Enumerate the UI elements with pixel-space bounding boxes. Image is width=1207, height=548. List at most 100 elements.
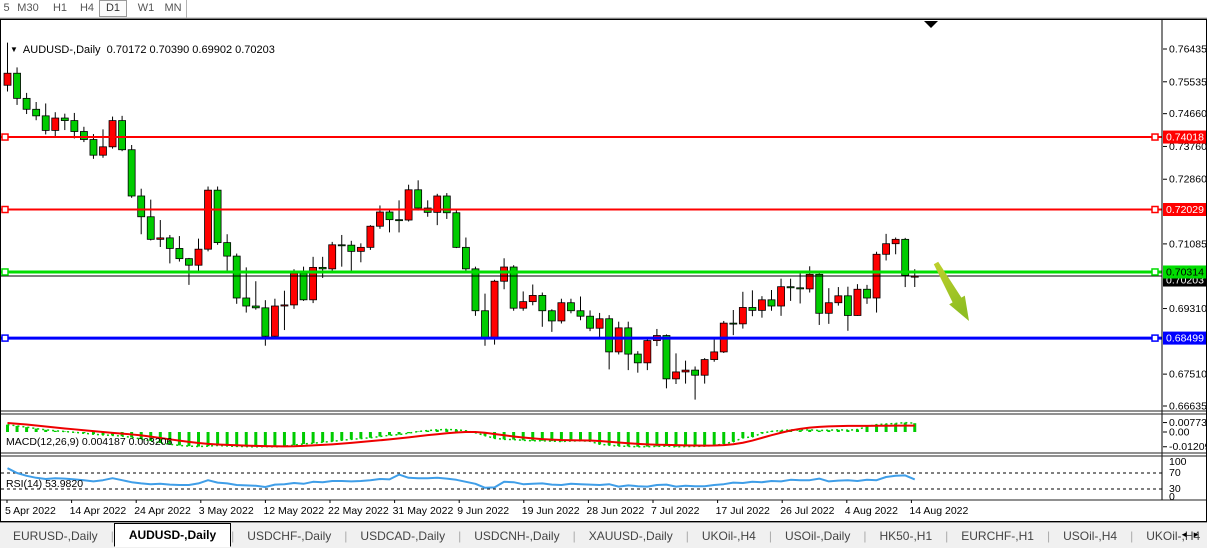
hline-level-0.74018[interactable]	[1, 133, 1162, 141]
svg-text:0.72029: 0.72029	[1166, 204, 1204, 216]
svg-text:0.68499: 0.68499	[1166, 333, 1204, 345]
svg-text:9 Jun 2022: 9 Jun 2022	[457, 505, 509, 517]
svg-text:0.67510: 0.67510	[1169, 369, 1207, 381]
svg-text:14 Aug 2022: 14 Aug 2022	[909, 505, 968, 517]
price-axis[interactable]: 0.76435 0.75535 0.74660 0.73760 0.72860 0.710…	[1161, 20, 1207, 500]
svg-text:14 Apr 2022: 14 Apr 2022	[70, 505, 127, 517]
svg-text:30: 30	[1169, 483, 1181, 495]
timeframe-button-h1[interactable]: H1	[52, 2, 68, 14]
tab-separator: |	[945, 529, 949, 543]
svg-text:0.73760: 0.73760	[1169, 141, 1207, 153]
tab-usdcad-daily[interactable]: USDCAD-,Daily	[360, 529, 446, 543]
rsi-line	[7, 467, 916, 489]
tab-separator: |	[1046, 529, 1051, 543]
svg-text:4 Aug 2022: 4 Aug 2022	[845, 505, 898, 517]
price-badge-0.70314: 0.70314	[1163, 265, 1207, 279]
price-badge-0.72029: 0.72029	[1163, 203, 1207, 217]
timeframe-button-d1[interactable]: D1	[99, 0, 127, 17]
svg-text:0.75535: 0.75535	[1169, 76, 1207, 88]
hline-handle-left[interactable]	[1, 268, 9, 276]
hline-handle-left[interactable]	[1, 133, 9, 141]
tab-usoil-daily[interactable]: USOil-,Daily	[784, 529, 851, 543]
svg-text:0.00: 0.00	[1169, 427, 1190, 439]
candles-layer[interactable]	[3, 42, 919, 400]
svg-text:7 Jul 2022: 7 Jul 2022	[651, 505, 700, 517]
svg-text:19 Jun 2022: 19 Jun 2022	[522, 505, 580, 517]
hline-handle-left[interactable]	[1, 205, 9, 214]
tab-xauusd-daily[interactable]: XAUUSD-,Daily	[588, 529, 673, 543]
chevron-down-icon[interactable]: ▼	[10, 45, 18, 54]
svg-text:100: 100	[1169, 456, 1187, 468]
macd-indicator-label: MACD(12,26,9) 0.004187 0.003206	[6, 436, 173, 448]
ohlc-readout: 0.70172 0.70390 0.69902 0.70203	[106, 44, 275, 56]
hline-handle-right[interactable]	[1151, 268, 1159, 276]
svg-text:0.69310: 0.69310	[1169, 303, 1207, 315]
tab-usdchf-daily[interactable]: USDCHF-,Daily	[247, 529, 332, 543]
hline-level-0.72029[interactable]	[1, 205, 1162, 214]
svg-text:0: 0	[1169, 491, 1175, 503]
macd-panel[interactable]: 0.0077360.00 -0.01209	[6, 417, 1207, 453]
tab-separator: |	[110, 529, 114, 543]
svg-text:26 Jul 2022: 26 Jul 2022	[780, 505, 834, 517]
price-badge-0.74018: 0.74018	[1163, 130, 1207, 144]
tab-ukoil-h4[interactable]: UKOil-,H4	[701, 529, 756, 543]
svg-text:-0.01209: -0.01209	[1169, 441, 1207, 453]
svg-text:3 May 2022: 3 May 2022	[199, 505, 254, 517]
timeframe-button-h4[interactable]: H4	[79, 2, 95, 14]
svg-text:5 Apr 2022: 5 Apr 2022	[5, 505, 56, 517]
tab-usoil-h4[interactable]: USOil-,H4	[1063, 529, 1118, 543]
chart-canvas[interactable]: 0.76435 0.75535 0.74660 0.73760 0.72860 0.710…	[0, 19, 1207, 522]
hline-handle-left[interactable]	[1, 334, 9, 342]
tab-separator: |	[572, 529, 576, 543]
symbol-period-label: AUDUSD-,Daily	[22, 44, 101, 56]
tab-separator: |	[1130, 529, 1134, 543]
toolbar-separator	[186, 0, 187, 18]
time-axis[interactable]: 5 Apr 2022 14 Apr 2022 24 Apr 2022 3 May 20…	[5, 500, 969, 517]
rsi-indicator-label: RSI(14) 53.9820	[6, 478, 84, 490]
svg-text:0.74018: 0.74018	[1166, 132, 1204, 144]
macd-main-line	[7, 421, 915, 448]
tab-hk50-h1[interactable]: HK50-,H1	[879, 529, 933, 543]
tab-ukoil-h4[interactable]: UKOil-,H4	[1146, 529, 1201, 543]
svg-text:17 Jul 2022: 17 Jul 2022	[716, 505, 770, 517]
trend-arrow-annotation[interactable]	[933, 261, 969, 321]
symbol-tab-bar: EURUSD-,Daily | AUDUSD-,Daily | USDCHF-,Dail…	[0, 522, 1207, 548]
timeframe-button-m30[interactable]: M30	[17, 2, 39, 14]
hline-handle-right[interactable]	[1151, 334, 1159, 342]
tab-audusd-daily[interactable]: AUDUSD-,Daily	[113, 523, 232, 547]
timeframe-button-mn[interactable]: MN	[164, 2, 182, 14]
tab-scroll-right-icon: ►	[1192, 530, 1204, 539]
timeframe-button-w1[interactable]: W1	[137, 2, 155, 14]
timeframe-button-5[interactable]: 5	[3, 2, 10, 14]
svg-text:70: 70	[1169, 467, 1181, 479]
svg-text:24 Apr 2022: 24 Apr 2022	[134, 505, 191, 517]
tab-separator: |	[768, 529, 772, 543]
tab-usdcnh-daily[interactable]: USDCNH-,Daily	[474, 529, 560, 543]
hline-handle-right[interactable]	[1151, 205, 1159, 214]
tab-eurchf-h1[interactable]: EURCHF-,H1	[961, 529, 1034, 543]
tab-separator: |	[685, 529, 689, 543]
hline-handle-right[interactable]	[1151, 133, 1159, 141]
svg-text:0.66635: 0.66635	[1169, 401, 1207, 413]
chart-title: ▼ AUDUSD-,Daily 0.70172 0.70390 0.69902 0…	[10, 44, 275, 56]
svg-text:0.70314: 0.70314	[1166, 266, 1204, 278]
tab-scroll-arrows[interactable]: ◄►	[1180, 530, 1204, 539]
svg-text:0.74660: 0.74660	[1169, 108, 1207, 120]
svg-text:0.76435: 0.76435	[1169, 44, 1207, 56]
svg-text:0.007736: 0.007736	[1169, 417, 1207, 429]
tab-separator: |	[344, 529, 348, 543]
svg-text:31 May 2022: 31 May 2022	[393, 505, 454, 517]
tab-separator: |	[863, 529, 867, 543]
svg-text:0.72860: 0.72860	[1169, 174, 1207, 186]
macd-signal-line	[7, 421, 915, 448]
hline-level-0.70314[interactable]	[1, 268, 1162, 276]
svg-text:28 Jun 2022: 28 Jun 2022	[586, 505, 644, 517]
svg-text:12 May 2022: 12 May 2022	[263, 505, 324, 517]
chart-shift-marker[interactable]	[924, 21, 938, 28]
tab-eurusd-daily[interactable]: EURUSD-,Daily	[13, 529, 98, 543]
timeframe-toolbar: 5 M30 H1 H4 D1 W1 MN	[0, 0, 1207, 19]
price-badge-0.68499: 0.68499	[1163, 331, 1207, 345]
hline-level-0.68499[interactable]	[1, 334, 1162, 342]
